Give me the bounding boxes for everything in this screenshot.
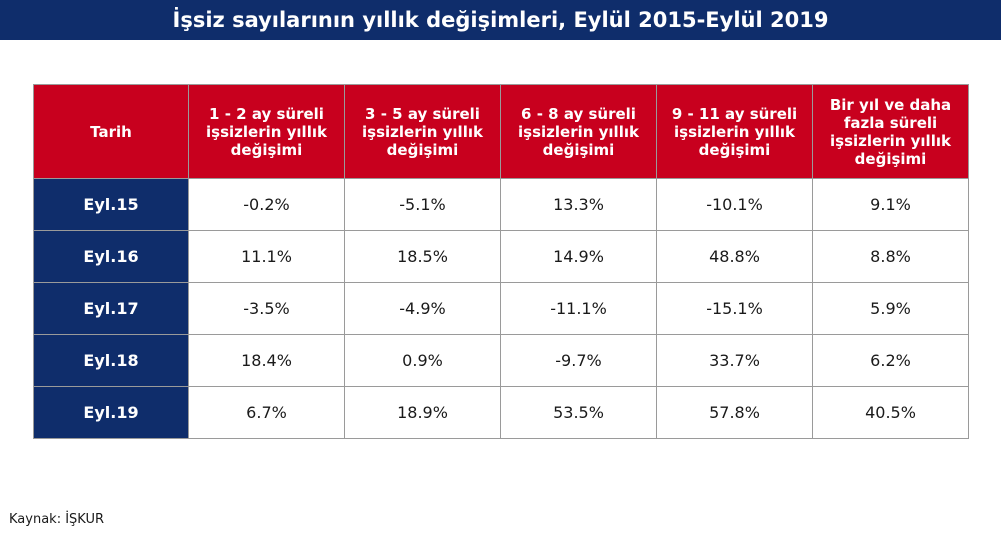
table-cell: 11.1%: [188, 230, 345, 283]
row-label: Eyl.19: [33, 386, 189, 439]
row-label: Eyl.18: [33, 334, 189, 387]
table-cell: 14.9%: [500, 230, 657, 283]
table-cell: 53.5%: [500, 386, 657, 439]
row-label: Eyl.17: [33, 282, 189, 335]
table-row: Eyl.17 -3.5% -4.9% -11.1% -15.1% 5.9%: [33, 282, 969, 335]
table-cell: 6.2%: [812, 334, 969, 387]
table-cell: 9.1%: [812, 178, 969, 231]
table-cell: -4.9%: [344, 282, 501, 335]
table-row: Eyl.18 18.4% 0.9% -9.7% 33.7% 6.2%: [33, 334, 969, 387]
table-cell: 13.3%: [500, 178, 657, 231]
table-cell: 33.7%: [656, 334, 813, 387]
table-cell: -5.1%: [344, 178, 501, 231]
row-label: Eyl.16: [33, 230, 189, 283]
table-row: Eyl.16 11.1% 18.5% 14.9% 48.8% 8.8%: [33, 230, 969, 283]
header-date: Tarih: [33, 84, 189, 179]
data-table: Tarih 1 - 2 ay süreli işsizlerin yıllık …: [33, 84, 969, 439]
table-cell: -10.1%: [656, 178, 813, 231]
table-cell: 18.5%: [344, 230, 501, 283]
table-cell: 48.8%: [656, 230, 813, 283]
header-1-year-plus: Bir yıl ve daha fazla süreli işsizlerin …: [812, 84, 969, 179]
table-cell: 40.5%: [812, 386, 969, 439]
table-cell: 6.7%: [188, 386, 345, 439]
table-cell: 57.8%: [656, 386, 813, 439]
table-cell: 5.9%: [812, 282, 969, 335]
table-row: Eyl.15 -0.2% -5.1% 13.3% -10.1% 9.1%: [33, 178, 969, 231]
table-cell: -9.7%: [500, 334, 657, 387]
header-6-8-months: 6 - 8 ay süreli işsizlerin yıllık değişi…: [500, 84, 657, 179]
header-1-2-months: 1 - 2 ay süreli işsizlerin yıllık değişi…: [188, 84, 345, 179]
header-9-11-months: 9 - 11 ay süreli işsizlerin yıllık değiş…: [656, 84, 813, 179]
page-title: İşsiz sayılarının yıllık değişimleri, Ey…: [172, 8, 829, 32]
table-cell: 0.9%: [344, 334, 501, 387]
table-row: Eyl.19 6.7% 18.9% 53.5% 57.8% 40.5%: [33, 386, 969, 439]
table-cell: -11.1%: [500, 282, 657, 335]
table-cell: -15.1%: [656, 282, 813, 335]
header-row: Tarih 1 - 2 ay süreli işsizlerin yıllık …: [33, 84, 969, 179]
table-cell: 18.9%: [344, 386, 501, 439]
table-cell: 18.4%: [188, 334, 345, 387]
header-3-5-months: 3 - 5 ay süreli işsizlerin yıllık değişi…: [344, 84, 501, 179]
title-bar: İşsiz sayılarının yıllık değişimleri, Ey…: [0, 0, 1001, 40]
source-note: Kaynak: İŞKUR: [9, 512, 105, 527]
table-cell: -3.5%: [188, 282, 345, 335]
table-cell: 8.8%: [812, 230, 969, 283]
row-label: Eyl.15: [33, 178, 189, 231]
table-cell: -0.2%: [188, 178, 345, 231]
